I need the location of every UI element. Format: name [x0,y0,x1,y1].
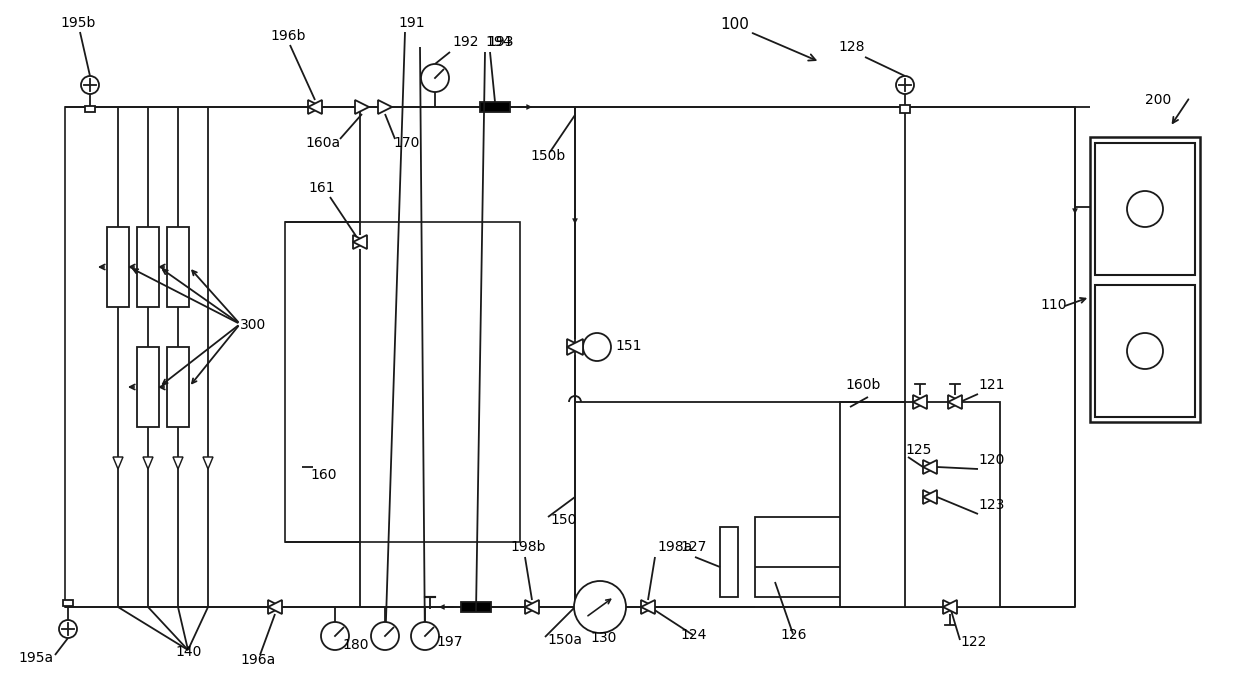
Text: 123: 123 [978,498,1004,512]
Bar [1095,143,1195,275]
Bar [86,106,95,112]
Polygon shape [378,100,392,114]
Text: 192: 192 [453,35,479,49]
Text: 300: 300 [241,318,267,332]
Text: 197: 197 [436,635,463,649]
Circle shape [321,622,348,650]
Polygon shape [353,235,367,249]
Circle shape [410,622,439,650]
Bar [839,402,999,607]
Text: 150: 150 [551,513,577,527]
Polygon shape [353,235,367,249]
Polygon shape [923,490,937,504]
Bar [167,347,188,427]
Polygon shape [268,600,281,614]
Polygon shape [942,600,957,614]
Text: 120: 120 [978,453,1004,467]
Text: 121: 121 [978,378,1004,392]
Bar [136,227,159,307]
Polygon shape [913,395,928,409]
Text: 191: 191 [398,16,424,30]
Text: 127: 127 [680,540,707,554]
Text: 150a: 150a [547,633,582,647]
Polygon shape [949,395,962,409]
Bar [720,527,738,597]
Text: 151: 151 [615,339,641,353]
Bar [1090,137,1200,422]
Polygon shape [923,490,937,504]
Polygon shape [308,100,322,114]
Circle shape [574,581,626,633]
Polygon shape [355,100,370,114]
Polygon shape [913,395,928,409]
Text: 196b: 196b [270,29,305,43]
Text: 195a: 195a [19,651,53,665]
Text: 200: 200 [1145,93,1172,107]
Text: 125: 125 [905,443,931,457]
Polygon shape [949,395,962,409]
Bar [900,105,910,113]
Bar [480,102,510,112]
Text: 150b: 150b [529,149,565,163]
Circle shape [60,620,77,638]
Circle shape [371,622,399,650]
Bar [64,107,1075,607]
Polygon shape [641,600,655,614]
Bar [285,222,520,542]
Text: 100: 100 [720,17,749,32]
Bar [167,227,188,307]
Polygon shape [525,600,539,614]
Polygon shape [923,460,937,474]
Text: 124: 124 [680,628,707,642]
Polygon shape [308,100,322,114]
Bar [63,600,73,606]
Text: 180: 180 [342,638,368,652]
Text: 160b: 160b [844,378,880,392]
Polygon shape [268,600,281,614]
Polygon shape [174,457,184,469]
Bar [1095,285,1195,417]
Polygon shape [641,600,655,614]
Polygon shape [923,460,937,474]
Bar [107,227,129,307]
Text: 195b: 195b [60,16,95,30]
Bar [461,602,491,612]
Text: 140: 140 [175,645,201,659]
Text: 161: 161 [308,181,335,195]
Text: 110: 110 [1040,298,1066,312]
Text: 196a: 196a [241,653,275,667]
Circle shape [1127,191,1163,227]
Text: 130: 130 [590,631,616,645]
Circle shape [897,76,914,94]
Circle shape [583,333,611,361]
Text: 122: 122 [960,635,986,649]
Bar [136,347,159,427]
Circle shape [1127,333,1163,369]
Polygon shape [143,457,153,469]
Text: 126: 126 [780,628,806,642]
Text: 194: 194 [485,35,511,49]
Text: 160a: 160a [305,136,340,150]
Bar [755,517,870,597]
Polygon shape [942,600,957,614]
Polygon shape [203,457,213,469]
Polygon shape [113,457,123,469]
Text: 198b: 198b [510,540,546,554]
Polygon shape [525,600,539,614]
Text: 128: 128 [838,40,864,54]
Text: 160: 160 [310,468,336,482]
Text: 198a: 198a [657,540,692,554]
Circle shape [422,64,449,92]
Text: 193: 193 [487,35,513,49]
Polygon shape [567,339,583,355]
Polygon shape [567,339,583,355]
Circle shape [81,76,99,94]
Text: 170: 170 [393,136,419,150]
